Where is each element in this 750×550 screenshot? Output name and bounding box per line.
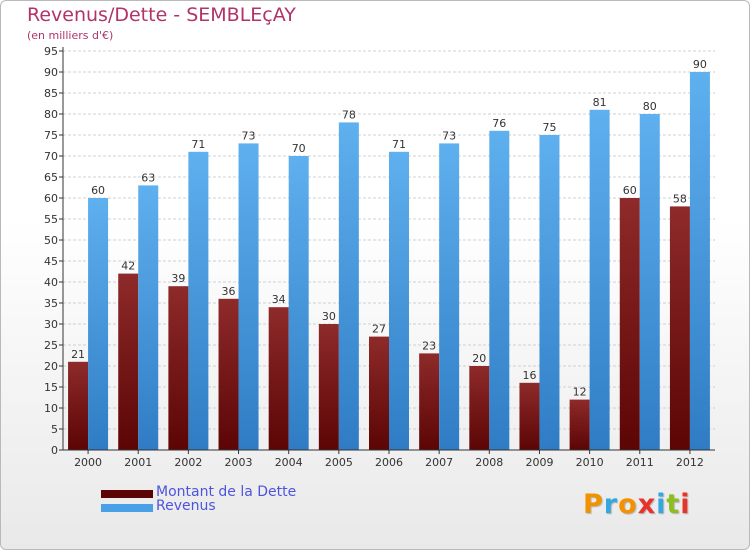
y-tick-label-90: 90 xyxy=(44,66,58,79)
data-label-dette-2009: 16 xyxy=(522,369,536,382)
data-label-revenus-2003: 73 xyxy=(242,129,256,142)
data-label-revenus-2008: 76 xyxy=(492,117,506,130)
bar-dette-2007 xyxy=(419,353,440,450)
bar-dette-2010 xyxy=(569,399,590,450)
chart-subtitle: (en milliers d'€) xyxy=(27,29,114,42)
y-tick-label-70: 70 xyxy=(44,150,58,163)
axes: 0 5 10 15 20 25 30 35 40 45 50 55 60 65 70 75 80 85 90 95 20… xyxy=(44,45,715,469)
data-label-dette-2000: 21 xyxy=(71,348,85,361)
bar-dette-2004 xyxy=(268,307,289,450)
data-label-dette-2010: 12 xyxy=(573,386,587,399)
bar-revenus-2010 xyxy=(589,109,610,451)
bar-revenus-2006 xyxy=(389,151,409,451)
bar-dette-2000 xyxy=(68,361,89,450)
x-tick-label-2005: 2005 xyxy=(325,456,353,469)
bar-dette-2012 xyxy=(669,206,690,450)
bar-dette-2001 xyxy=(118,273,139,450)
data-label-revenus-2009: 75 xyxy=(542,121,556,134)
y-tick-label-80: 80 xyxy=(44,108,58,121)
bars xyxy=(68,72,710,451)
legend-label-debt: Montant de la Dette xyxy=(156,484,297,500)
proxiti-logo: Proxiti xyxy=(583,489,691,520)
bar-revenus-2002 xyxy=(188,151,209,451)
data-labels: 21 60 42 63 39 71 36 73 34 70 30 78 27 71 23 73 20 76 16 75… xyxy=(71,58,707,399)
legend-swatch-revenus xyxy=(101,504,153,512)
y-tick-label-20: 20 xyxy=(44,360,58,373)
y-tick-label-5: 5 xyxy=(51,423,58,436)
data-label-dette-2007: 23 xyxy=(422,339,436,352)
data-label-dette-2001: 42 xyxy=(121,260,135,273)
bar-dette-2009 xyxy=(519,382,540,450)
bar-dette-2002 xyxy=(168,286,189,450)
x-tick-label-2007: 2007 xyxy=(425,456,453,469)
y-tick-label-35: 35 xyxy=(44,297,58,310)
bar-revenus-2011 xyxy=(639,114,660,450)
bar-revenus-2000 xyxy=(88,198,109,450)
y-tick-label-85: 85 xyxy=(44,87,58,100)
x-tick-label-2000: 2000 xyxy=(74,456,102,469)
bar-dette-2011 xyxy=(619,198,640,450)
y-tick-label-55: 55 xyxy=(44,213,58,226)
x-tick-label-2009: 2009 xyxy=(525,456,553,469)
x-tick-label-2008: 2008 xyxy=(475,456,503,469)
data-label-dette-2002: 39 xyxy=(171,272,185,285)
bar-dette-2008 xyxy=(469,366,490,450)
legend-label-revenus: Revenus xyxy=(156,498,216,514)
bar-dette-2003 xyxy=(218,298,239,450)
bar-revenus-2009 xyxy=(539,135,560,450)
data-label-revenus-2001: 63 xyxy=(141,171,155,184)
x-tick-label-2011: 2011 xyxy=(626,456,654,469)
data-label-revenus-2005: 78 xyxy=(342,108,356,121)
y-tick-label-45: 45 xyxy=(44,255,58,268)
data-label-revenus-2011: 80 xyxy=(643,100,657,113)
bar-dette-2006 xyxy=(369,336,389,450)
x-tick-label-2012: 2012 xyxy=(676,456,704,469)
x-tick-label-2004: 2004 xyxy=(275,456,303,469)
x-tick-label-2001: 2001 xyxy=(124,456,152,469)
y-tick-label-75: 75 xyxy=(44,129,58,142)
data-label-dette-2011: 60 xyxy=(623,184,637,197)
y-tick-label-60: 60 xyxy=(44,192,58,205)
bar-revenus-2004 xyxy=(288,156,309,450)
x-tick-label-2006: 2006 xyxy=(375,456,403,469)
data-label-revenus-2012: 90 xyxy=(693,58,707,71)
x-tick-label-2002: 2002 xyxy=(174,456,202,469)
y-tick-label-95: 95 xyxy=(44,45,58,58)
x-tick-label-2003: 2003 xyxy=(225,456,253,469)
y-tick-label-25: 25 xyxy=(44,339,58,352)
bar-revenus-2007 xyxy=(439,143,460,450)
y-tick-label-30: 30 xyxy=(44,318,58,331)
bar-revenus-2005 xyxy=(338,122,359,451)
bar-revenus-2001 xyxy=(138,185,159,450)
data-label-dette-2012: 58 xyxy=(673,192,687,205)
data-label-revenus-2000: 60 xyxy=(91,184,105,197)
data-label-revenus-2010: 81 xyxy=(593,96,607,109)
bar-revenus-2003 xyxy=(238,143,259,450)
bar-revenus-2008 xyxy=(489,130,510,451)
data-label-revenus-2002: 71 xyxy=(191,138,205,151)
y-tick-label-0: 0 xyxy=(51,444,58,457)
data-label-dette-2005: 30 xyxy=(322,310,336,323)
bar-revenus-2012 xyxy=(689,72,710,450)
legend-swatch-debt xyxy=(101,490,153,498)
data-label-dette-2003: 36 xyxy=(222,285,236,298)
data-label-revenus-2004: 70 xyxy=(292,142,306,155)
y-tick-label-15: 15 xyxy=(44,381,58,394)
data-label-dette-2004: 34 xyxy=(272,293,286,306)
y-tick-label-40: 40 xyxy=(44,276,58,289)
y-tick-label-10: 10 xyxy=(44,402,58,415)
y-tick-label-50: 50 xyxy=(44,234,58,247)
data-label-revenus-2006: 71 xyxy=(392,138,406,151)
data-label-revenus-2007: 73 xyxy=(442,129,456,142)
chart-title: Revenus/Dette - SEMBLEçAY xyxy=(27,4,296,26)
bar-dette-2005 xyxy=(318,324,339,450)
data-label-dette-2006: 27 xyxy=(372,323,386,336)
data-label-dette-2008: 20 xyxy=(472,352,486,365)
y-tick-label-65: 65 xyxy=(44,171,58,184)
x-tick-label-2010: 2010 xyxy=(576,456,604,469)
